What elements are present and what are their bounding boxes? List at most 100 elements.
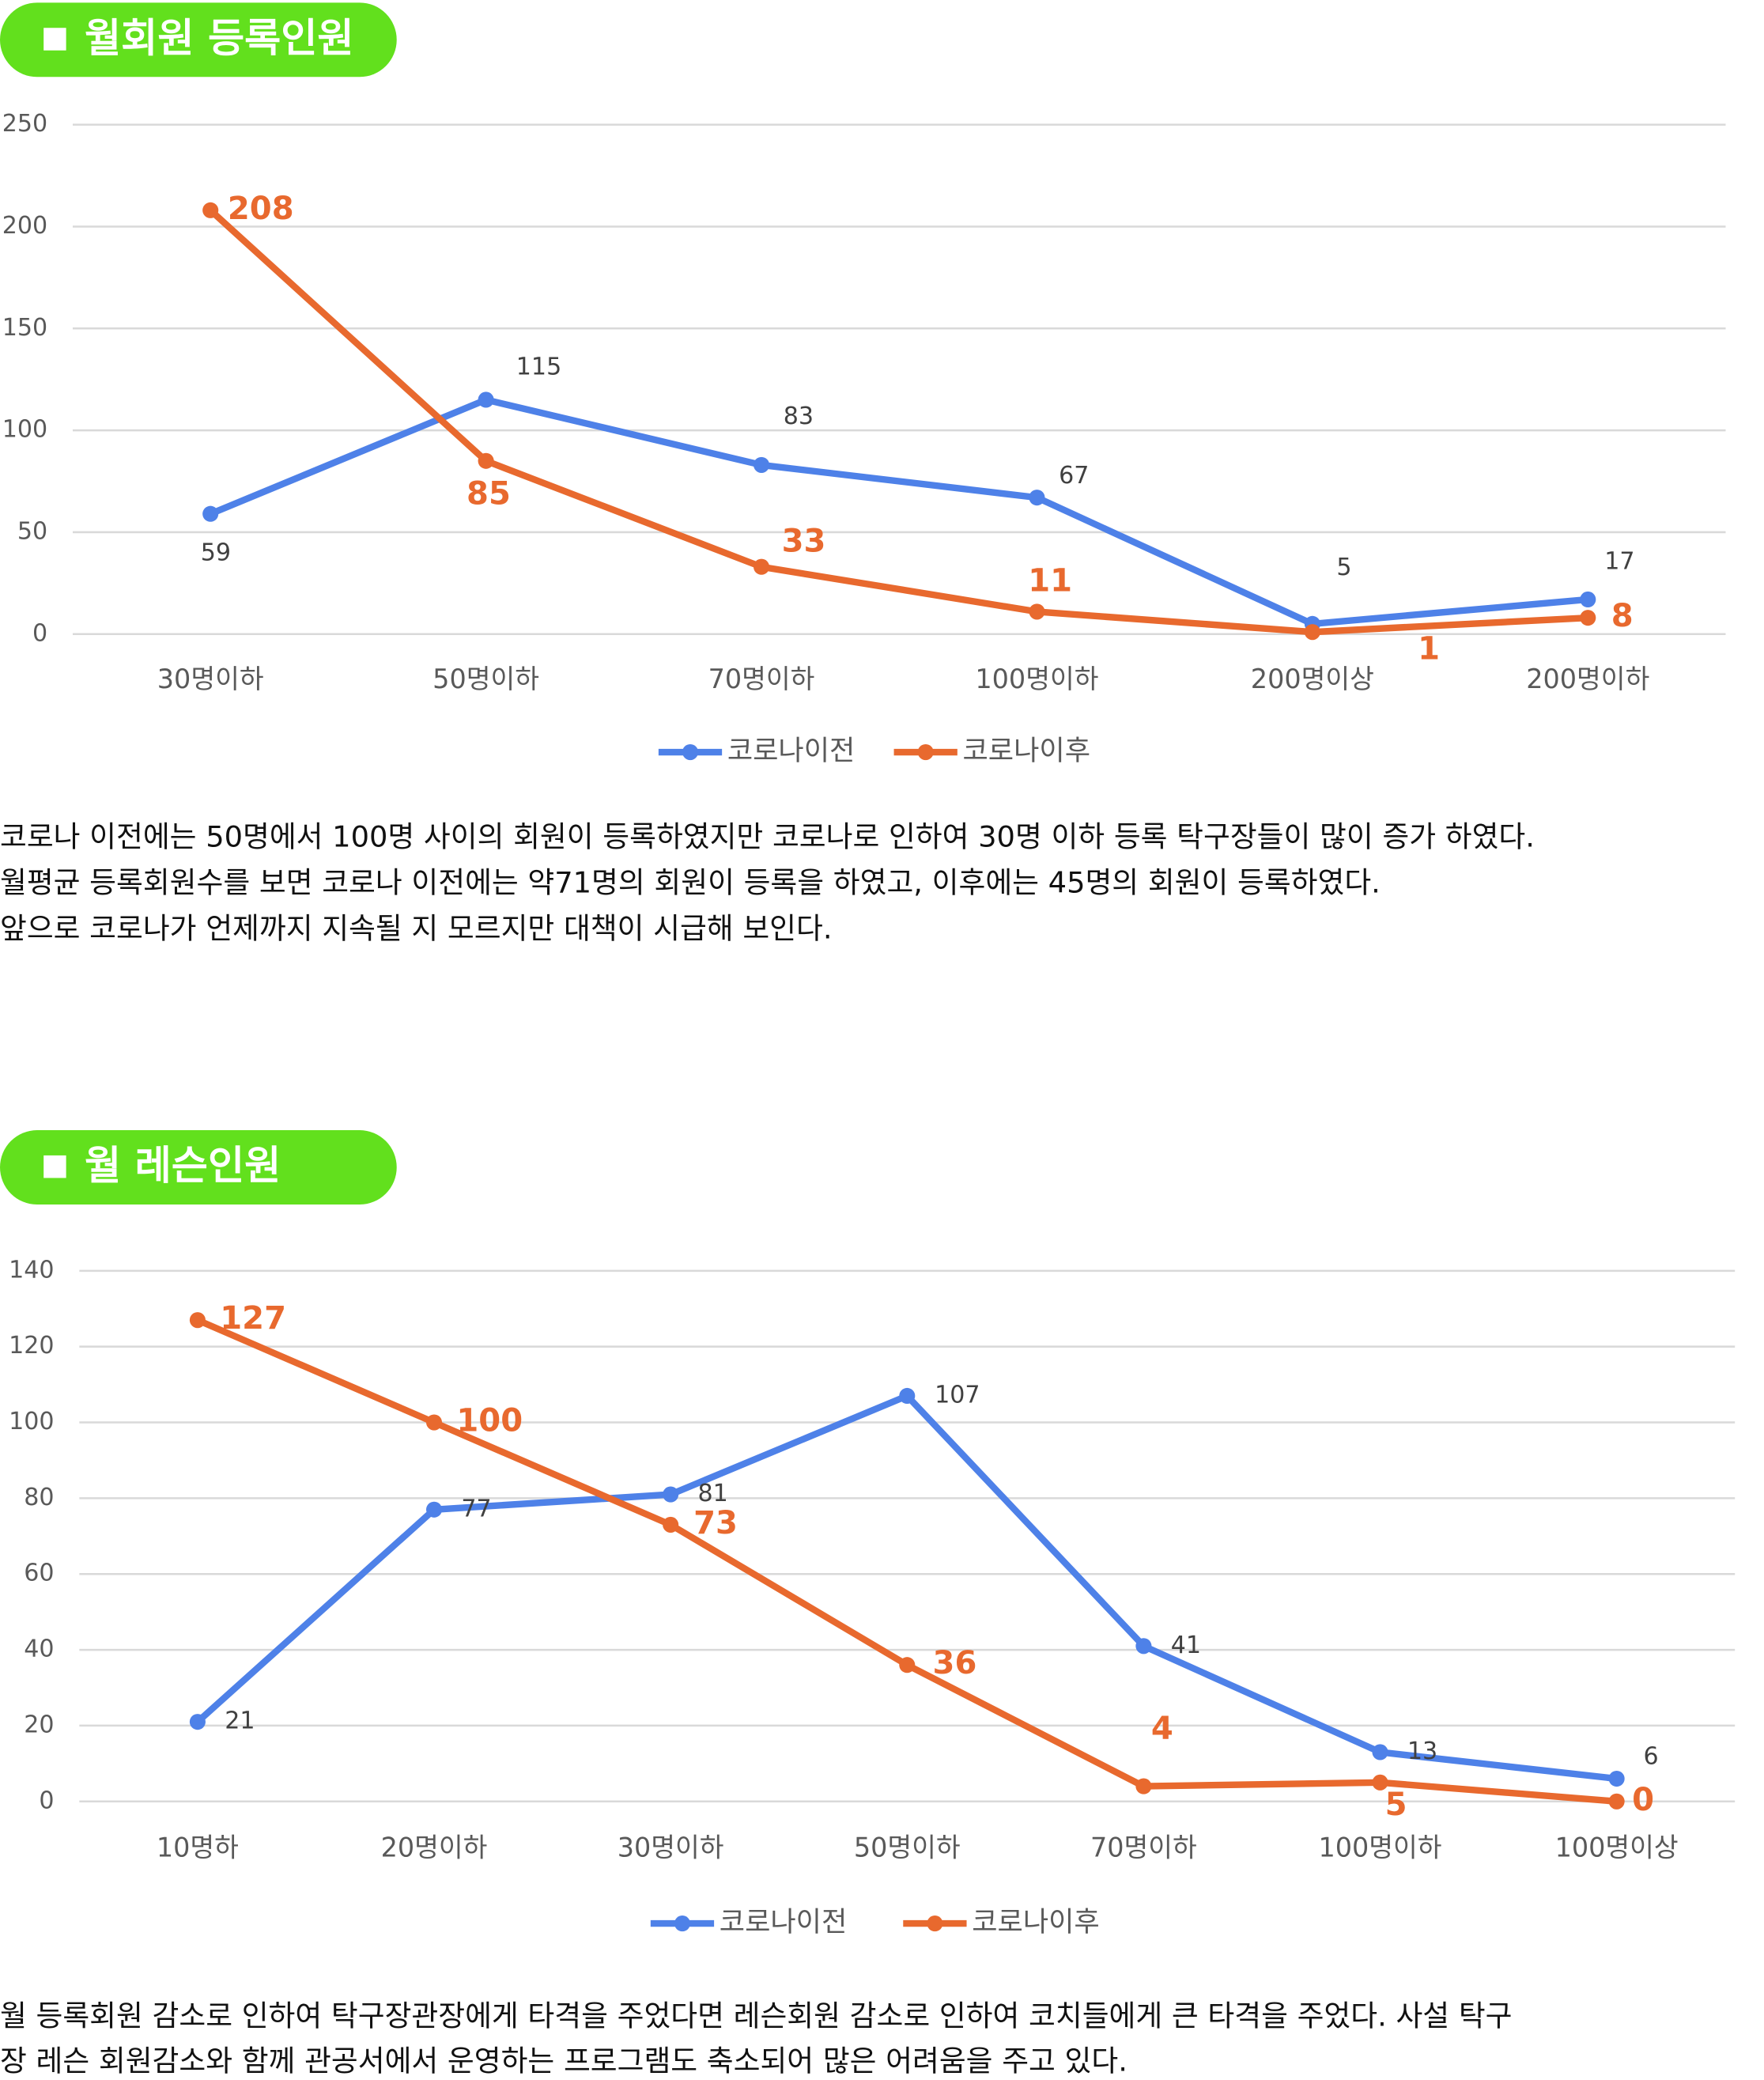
paragraph-line: 월평균 등록회원수를 보면 코로나 이전에는 약71명의 회원이 등록을 하였고… <box>0 865 1381 899</box>
legend-marker <box>917 743 934 761</box>
y-tick-label: 100 <box>2 416 47 444</box>
x-tick-label: 30명이하 <box>157 664 264 694</box>
x-tick-label: 100명이상 <box>1555 1832 1679 1863</box>
data-point <box>899 1387 916 1405</box>
data-point <box>478 452 494 469</box>
chart-title: 월회원 등록인원 <box>85 14 354 61</box>
data-label: 100 <box>456 1403 523 1439</box>
data-point <box>189 1714 206 1730</box>
data-point <box>1372 1744 1388 1760</box>
x-tick-label: 70명이하 <box>708 664 815 694</box>
chart-title: 월 레슨인원 <box>85 1142 281 1189</box>
y-tick-label: 150 <box>2 314 47 342</box>
data-point <box>1135 1778 1152 1794</box>
legend-marker <box>927 1915 943 1932</box>
data-label: 73 <box>693 1505 738 1541</box>
data-label: 4 <box>1151 1711 1173 1747</box>
y-tick-label: 140 <box>9 1256 54 1284</box>
y-tick-label: 100 <box>9 1408 54 1435</box>
y-tick-label: 200 <box>2 212 47 240</box>
y-tick-label: 60 <box>24 1560 54 1587</box>
data-point <box>1608 1793 1625 1810</box>
heading-icon <box>43 1155 66 1178</box>
data-label: 36 <box>933 1645 977 1681</box>
paragraph-line: 코로나 이전에는 50명에서 100명 사이의 회원이 등록하였지만 코로나로 … <box>0 820 1535 854</box>
legend-marker <box>682 743 699 761</box>
y-tick-label: 0 <box>39 1787 54 1814</box>
legend-label: 코로나이전 <box>727 735 855 767</box>
paragraph-line: 장 레슨 회원감소와 함께 관공서에서 운영하는 프로그램도 축소되어 많은 어… <box>0 2044 1128 2078</box>
data-label: 33 <box>782 524 826 560</box>
x-tick-label: 70명이하 <box>1090 1832 1197 1863</box>
data-point <box>1029 490 1045 506</box>
data-label: 8 <box>1611 598 1634 634</box>
legend-label: 코로나이전 <box>720 1906 847 1938</box>
data-point <box>189 1312 206 1329</box>
data-label: 83 <box>784 403 814 430</box>
data-label: 6 <box>1644 1743 1659 1771</box>
data-label: 127 <box>220 1300 286 1337</box>
data-label: 1 <box>1418 631 1440 667</box>
data-label: 13 <box>1407 1738 1437 1765</box>
y-tick-label: 20 <box>24 1711 54 1738</box>
series-line <box>208 207 1588 636</box>
data-label: 21 <box>225 1707 255 1735</box>
x-tick-label: 10명하 <box>157 1832 239 1863</box>
legend-label: 코로나이후 <box>963 735 1090 767</box>
y-tick-label: 250 <box>2 110 47 138</box>
data-point <box>1608 1770 1625 1787</box>
x-tick-label: 100명이하 <box>975 664 1098 694</box>
data-label: 5 <box>1336 554 1351 581</box>
data-point <box>425 1414 443 1431</box>
paragraph-line: 월 등록회원 감소로 인하여 탁구장관장에게 타격을 주었다면 레슨회원 감소로… <box>0 1999 1512 2033</box>
data-label: 67 <box>1059 462 1089 490</box>
data-point <box>899 1657 916 1673</box>
data-label: 77 <box>461 1495 491 1522</box>
data-label: 81 <box>698 1480 728 1507</box>
data-point <box>753 456 770 473</box>
series-line <box>195 1392 1618 1783</box>
data-label: 17 <box>1604 547 1634 575</box>
y-tick-label: 120 <box>9 1332 54 1360</box>
data-point <box>1135 1638 1152 1655</box>
data-label: 115 <box>516 354 561 381</box>
data-label: 11 <box>1028 562 1072 599</box>
data-label: 0 <box>1632 1782 1654 1818</box>
heading-icon <box>43 28 66 51</box>
data-point <box>425 1501 443 1518</box>
data-point <box>1372 1774 1388 1791</box>
y-tick-label: 50 <box>17 517 47 545</box>
heading-pill <box>0 2 397 78</box>
data-label: 107 <box>935 1381 980 1409</box>
data-point <box>478 391 494 408</box>
heading-pill <box>0 1130 397 1205</box>
data-point <box>1580 591 1596 608</box>
data-point <box>663 1486 679 1503</box>
x-tick-label: 50명이하 <box>854 1832 961 1863</box>
x-tick-label: 200명이하 <box>1526 664 1649 694</box>
data-point <box>202 505 219 522</box>
data-point <box>753 558 770 575</box>
data-label: 208 <box>228 191 294 227</box>
data-point <box>663 1516 679 1533</box>
x-tick-label: 50명이하 <box>433 664 539 694</box>
y-tick-label: 0 <box>32 619 47 647</box>
data-label: 59 <box>201 539 231 567</box>
paragraph-line: 앞으로 코로나가 언제까지 지속될 지 모르지만 대책이 시급해 보인다. <box>0 911 833 945</box>
x-tick-label: 20명이하 <box>381 1832 488 1863</box>
x-tick-label: 200명이상 <box>1251 664 1374 694</box>
data-label: 41 <box>1171 1632 1201 1659</box>
y-tick-label: 80 <box>24 1484 54 1511</box>
x-tick-label: 30명이하 <box>618 1832 724 1863</box>
data-point <box>1029 603 1045 620</box>
data-point <box>1580 610 1596 626</box>
y-tick-label: 40 <box>24 1636 54 1663</box>
data-point <box>1304 624 1320 641</box>
legend-label: 코로나이후 <box>972 1906 1099 1938</box>
data-point <box>202 202 219 218</box>
legend-marker <box>674 1915 690 1932</box>
data-label: 5 <box>1385 1787 1407 1823</box>
data-label: 85 <box>466 475 511 512</box>
